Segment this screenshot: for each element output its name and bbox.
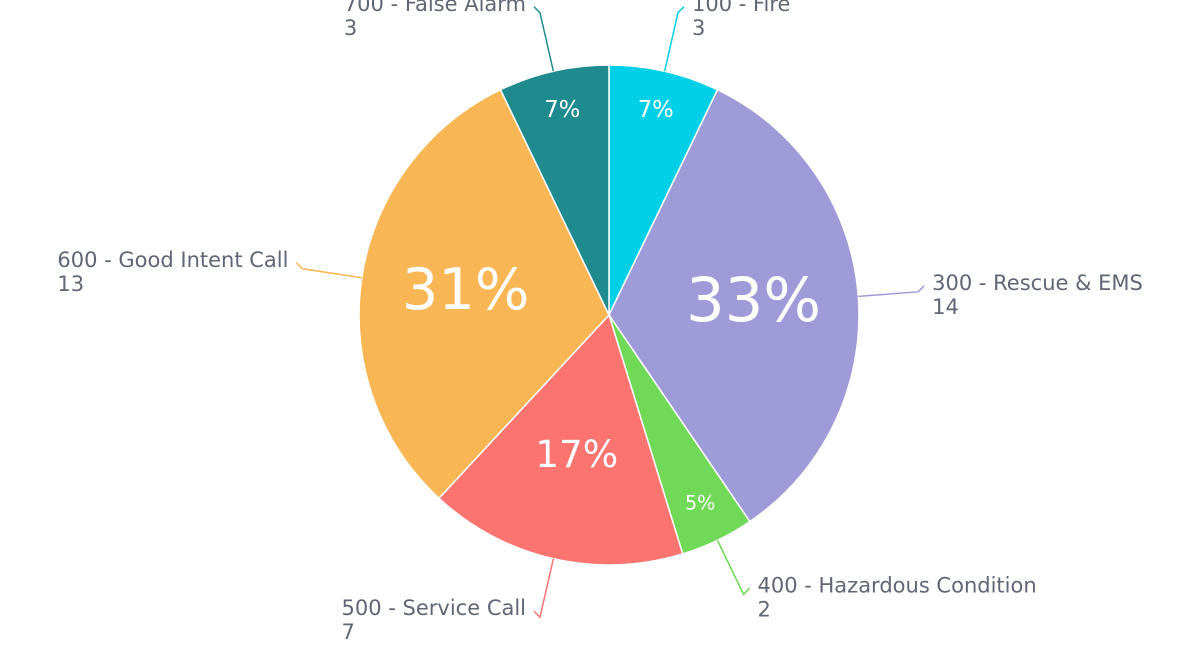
category-label: 700 - False Alarm bbox=[344, 0, 526, 16]
leader-line bbox=[663, 6, 685, 72]
value-label: 3 bbox=[692, 16, 705, 40]
value-label: 13 bbox=[57, 272, 84, 296]
slice-label: 5% bbox=[685, 492, 715, 515]
value-label: 14 bbox=[932, 295, 959, 319]
category-label: 600 - Good Intent Call bbox=[57, 248, 288, 272]
leader-line bbox=[858, 285, 925, 298]
category-label: 500 - Service Call bbox=[342, 596, 527, 620]
value-label: 7 bbox=[342, 620, 355, 644]
leader-line bbox=[716, 539, 751, 596]
slice-label: 7% bbox=[638, 97, 674, 123]
leader-line bbox=[295, 262, 362, 279]
category-label: 100 - Fire bbox=[692, 0, 791, 16]
slice-label: 31% bbox=[402, 256, 529, 323]
leader-line bbox=[533, 6, 555, 72]
category-label: 400 - Hazardous Condition bbox=[758, 573, 1037, 597]
slice-label: 7% bbox=[544, 97, 580, 123]
pie-slice bbox=[358, 88, 610, 500]
pie-slice bbox=[437, 313, 684, 566]
value-label: 3 bbox=[344, 16, 357, 40]
value-label: 2 bbox=[758, 597, 771, 621]
leader-line bbox=[533, 558, 555, 619]
category-label: 300 - Rescue & EMS bbox=[932, 271, 1143, 295]
slice-label: 17% bbox=[535, 432, 618, 476]
slice-label: 33% bbox=[686, 266, 821, 336]
pie-slice bbox=[499, 64, 610, 316]
pie-slice bbox=[608, 64, 719, 316]
